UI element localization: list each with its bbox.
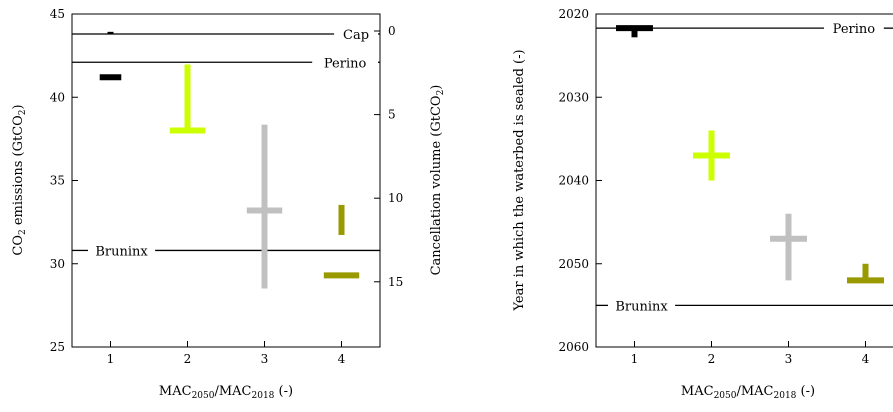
y-tick-label-left: 45 (50, 7, 65, 21)
y-tick-label-left: 40 (50, 90, 65, 104)
x-tick-label-right: 4 (862, 352, 870, 366)
y-tick-label-right: 2020 (558, 7, 589, 21)
x-tick-label-left: 2 (184, 352, 192, 366)
y-tick-label-right: 2040 (558, 174, 589, 188)
plot-frame-right (595, 13, 893, 348)
y-tick-label-right: 2060 (558, 340, 589, 354)
y-tick-label-right: 2050 (558, 257, 589, 271)
y-tick-label-left: 25 (50, 340, 65, 354)
x-axis-label-left: MAC2050/MAC2018 (-) (159, 384, 293, 401)
x-tick-label-left: 4 (338, 352, 346, 366)
x-tick-label-left: 3 (261, 352, 269, 366)
reference-label-cap: Cap (343, 28, 369, 43)
reference-label-bruninx: Bruninx (615, 299, 668, 314)
y2-tick-label-left: 0 (388, 24, 396, 38)
x-tick-label-right: 2 (708, 352, 716, 366)
y2-axis-label-left: Cancellation volume (GtCO2) (429, 85, 446, 276)
reference-label-perino: Perino (833, 22, 876, 37)
y2-tick-label-left: 10 (388, 191, 403, 205)
reference-label-bruninx: Bruninx (95, 244, 148, 259)
y-tick-label-left: 35 (50, 174, 65, 188)
y-axis-label-left: CO2 emissions (GtCO2) (11, 104, 28, 255)
x-tick-label-right: 3 (785, 352, 793, 366)
reference-label-perino: Perino (324, 56, 367, 71)
y2-tick-label-left: 5 (388, 108, 396, 122)
x-axis-label-right: MAC2050/MAC2018 (-) (681, 384, 815, 401)
x-tick-label-right: 1 (631, 352, 639, 366)
y-tick-label-left: 30 (50, 257, 65, 271)
x-tick-label-left: 1 (107, 352, 115, 366)
y-tick-label-right: 2030 (558, 90, 589, 104)
y-axis-label-right: Year in which the waterbed is sealed (-) (512, 49, 527, 311)
y2-tick-label-left: 15 (388, 275, 403, 289)
